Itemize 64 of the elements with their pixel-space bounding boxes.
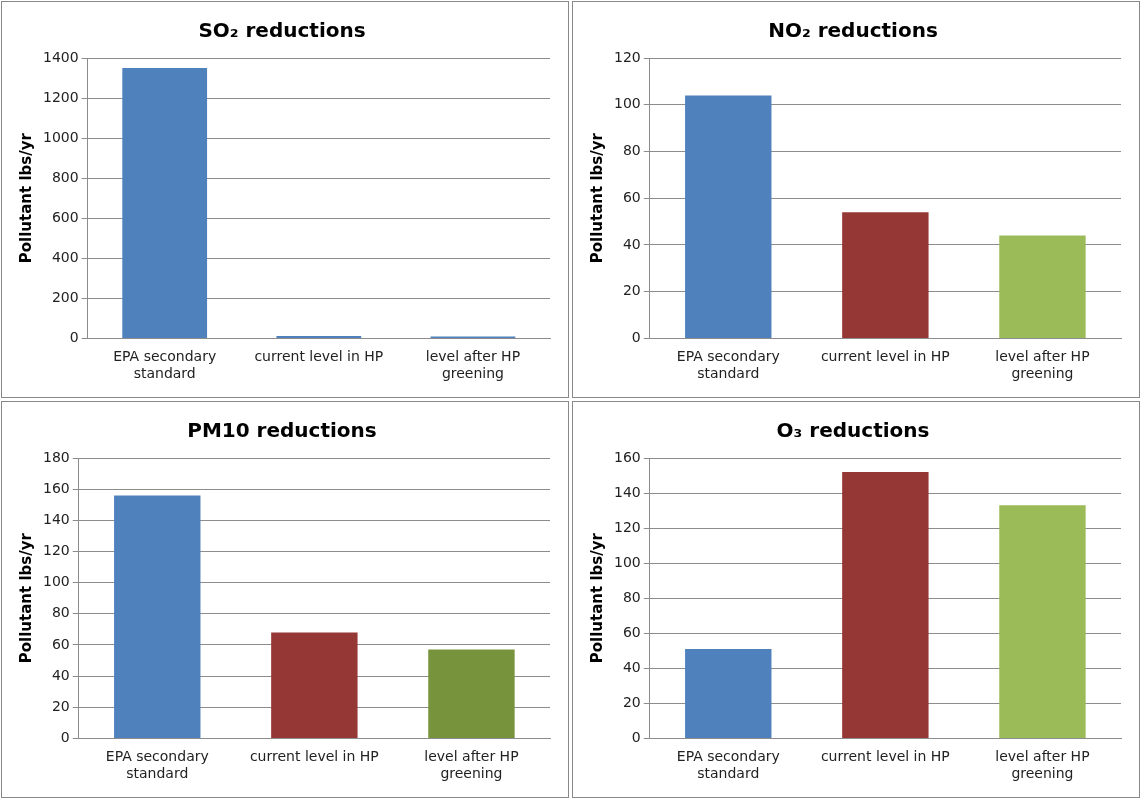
x-tick-label: current level in HP bbox=[820, 748, 950, 765]
y-tick-label: 0 bbox=[60, 729, 70, 746]
y-tick-label: 1400 bbox=[42, 48, 79, 65]
x-tick-label: EPA secondary standard bbox=[676, 748, 780, 782]
y-tick-label: 0 bbox=[69, 329, 79, 346]
y-tick-label: 600 bbox=[51, 208, 79, 225]
y-axis-title: Pollutant lbs/yr bbox=[587, 132, 606, 264]
y-tick-label: 100 bbox=[613, 553, 641, 570]
chart-title: O₃ reductions bbox=[776, 418, 930, 443]
x-tick-label: level after HP greening bbox=[425, 348, 521, 382]
y-axis-title: Pollutant lbs/yr bbox=[16, 132, 35, 264]
x-tick-label: current level in HP bbox=[254, 348, 384, 365]
bar bbox=[685, 95, 772, 338]
y-tick-label: 80 bbox=[622, 588, 641, 605]
y-tick-label: 0 bbox=[631, 329, 641, 346]
y-tick-label: 40 bbox=[622, 658, 641, 675]
y-tick-label: 1200 bbox=[42, 88, 79, 105]
y-tick-label: 160 bbox=[613, 448, 641, 465]
y-tick-label: 60 bbox=[622, 623, 641, 640]
x-tick-label: level after HP greening bbox=[995, 748, 1090, 782]
x-tick-label: EPA secondary standard bbox=[676, 348, 780, 382]
x-tick-label: level after HP greening bbox=[995, 348, 1090, 382]
bar bbox=[999, 505, 1086, 738]
y-tick-label: 120 bbox=[613, 48, 641, 65]
x-tick-label: current level in HP bbox=[249, 748, 379, 765]
chart-title: NO₂ reductions bbox=[768, 18, 938, 43]
bar bbox=[271, 632, 358, 738]
y-tick-label: 180 bbox=[42, 448, 70, 465]
y-tick-label: 800 bbox=[51, 168, 79, 185]
y-tick-label: 120 bbox=[42, 542, 70, 559]
y-tick-label: 120 bbox=[613, 518, 641, 535]
y-tick-label: 80 bbox=[622, 142, 641, 159]
y-tick-label: 20 bbox=[622, 282, 641, 299]
chart-title: SO₂ reductions bbox=[198, 18, 366, 43]
bar bbox=[685, 649, 772, 738]
bar bbox=[122, 68, 208, 338]
y-tick-label: 40 bbox=[51, 666, 70, 683]
x-tick-label: level after HP greening bbox=[424, 748, 519, 782]
y-tick-label: 100 bbox=[42, 573, 70, 590]
bar bbox=[842, 212, 929, 338]
x-tick-label: EPA secondary standard bbox=[113, 348, 217, 382]
bar bbox=[842, 472, 929, 738]
y-tick-label: 60 bbox=[51, 635, 70, 652]
y-tick-label: 140 bbox=[42, 510, 70, 527]
y-tick-label: 200 bbox=[51, 288, 79, 305]
y-tick-label: 60 bbox=[622, 188, 641, 205]
bar bbox=[428, 649, 515, 738]
y-tick-label: 0 bbox=[631, 729, 641, 746]
y-tick-label: 140 bbox=[613, 483, 641, 500]
y-tick-label: 80 bbox=[51, 604, 70, 621]
y-tick-label: 20 bbox=[51, 697, 70, 714]
chart-title: PM10 reductions bbox=[187, 418, 377, 443]
y-axis-title: Pollutant lbs/yr bbox=[587, 532, 606, 664]
y-axis-title: Pollutant lbs/yr bbox=[16, 532, 35, 664]
y-tick-label: 100 bbox=[613, 95, 641, 112]
bar bbox=[999, 235, 1086, 338]
y-tick-label: 20 bbox=[622, 693, 641, 710]
y-tick-label: 40 bbox=[622, 235, 641, 252]
x-tick-label: current level in HP bbox=[820, 348, 950, 365]
bar bbox=[114, 495, 201, 738]
y-tick-label: 1000 bbox=[42, 128, 79, 145]
y-tick-label: 400 bbox=[51, 248, 79, 265]
x-tick-label: EPA secondary standard bbox=[105, 748, 209, 782]
y-tick-label: 160 bbox=[42, 479, 70, 496]
